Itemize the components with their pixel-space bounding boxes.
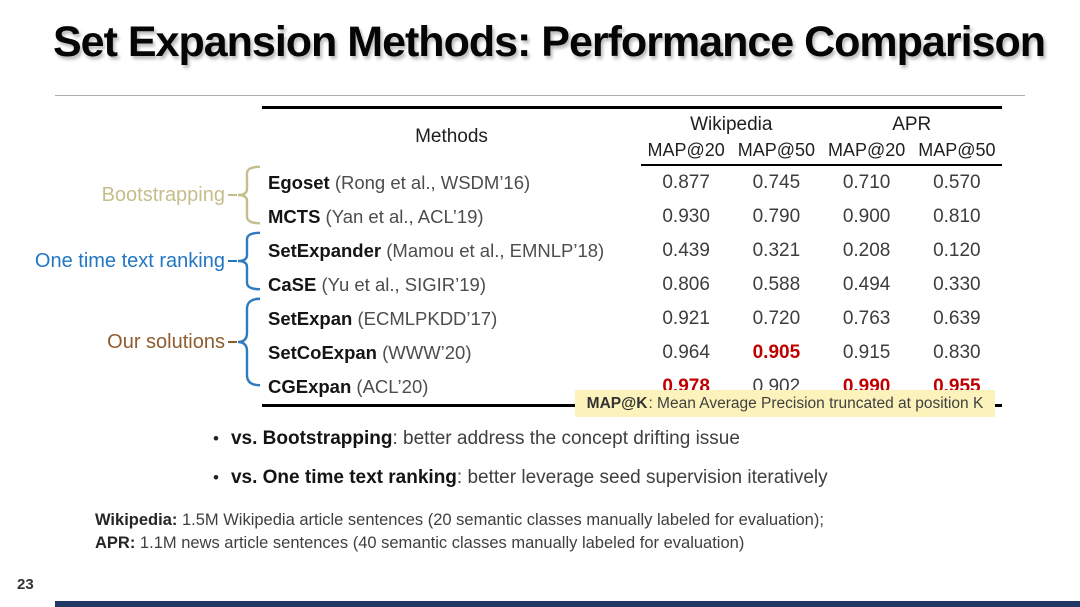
method-cell: CGExpan (ACL’20) — [268, 376, 429, 397]
dataset-header-wikipedia: Wikipedia — [690, 114, 773, 135]
metric-header: MAP@20 — [641, 136, 732, 166]
results-table: Methods Wikipedia APR MAP@20 MAP@50 MAP@… — [262, 106, 1002, 407]
map-value: 0.745 — [752, 172, 801, 193]
map-value: 0.639 — [933, 308, 981, 329]
map-value: 0.763 — [842, 308, 891, 329]
group-tick — [228, 259, 237, 263]
methods-header: Methods — [415, 126, 488, 147]
table-row: Egoset (Rong et al., WSDM’16) 0.877 0.745 0… — [262, 165, 1002, 200]
footnote-lead: Wikipedia: — [95, 511, 178, 529]
dataset-footnotes: Wikipedia: 1.5M Wikipedia article senten… — [95, 509, 824, 554]
group-label-our-solutions: Our solutions — [107, 330, 225, 353]
map-value: 0.720 — [752, 308, 801, 329]
map-value: 0.710 — [842, 172, 891, 193]
map-value: 0.830 — [933, 342, 981, 363]
table-row: SetCoExpan (WWW’20) 0.964 0.905 0.915 0.830 — [262, 336, 1002, 370]
group-label-bootstrapping: Bootstrapping — [101, 183, 225, 206]
group-bootstrapping: Bootstrapping — [0, 165, 260, 225]
map-value: 0.120 — [933, 240, 981, 261]
brace-icon — [238, 165, 260, 225]
method-cell: SetExpander (Mamou et al., EMNLP’18) — [268, 240, 605, 261]
bullet-lead: vs. One time text ranking — [230, 467, 457, 488]
group-tick — [228, 193, 237, 197]
bullet-list: • vs. Bootstrapping: better address the … — [213, 428, 828, 506]
map-value: 0.964 — [662, 342, 710, 363]
group-tick — [228, 340, 237, 344]
bullet-icon: • — [213, 468, 219, 487]
method-cell: SetCoExpan (WWW’20) — [268, 342, 472, 363]
footnote-lead: APR: — [95, 533, 136, 552]
mapk-note-text: : Mean Average Precision truncated at po… — [648, 394, 984, 412]
map-value: 0.900 — [842, 206, 891, 227]
bottom-accent-bar — [55, 601, 1080, 607]
method-cell: SetExpan (ECMLPKDD’17) — [268, 308, 498, 329]
method-cell: CaSE (Yu et al., SIGIR’19) — [268, 274, 486, 295]
results-table-header: Methods Wikipedia APR MAP@20 MAP@50 MAP@… — [262, 108, 1002, 166]
map-value: 0.921 — [662, 308, 710, 329]
footnote-apr: APR: 1.1M news article sentences (40 sem… — [95, 532, 824, 555]
group-one-time-text-ranking: One time text ranking — [0, 231, 260, 291]
bullet-text: : better address the concept drifting is… — [392, 428, 740, 449]
map-value: 0.588 — [752, 274, 801, 295]
group-our-solutions: Our solutions — [0, 296, 260, 388]
results-table-body: Egoset (Rong et al., WSDM’16) 0.877 0.745 0… — [262, 165, 1002, 406]
map-value: 0.330 — [933, 274, 981, 295]
map-value: 0.321 — [752, 240, 801, 261]
map-value: 0.806 — [662, 274, 710, 295]
map-value: 0.208 — [842, 240, 891, 261]
brace-icon — [238, 296, 260, 388]
map-value: 0.494 — [842, 274, 891, 295]
method-cell: Egoset (Rong et al., WSDM’16) — [268, 171, 531, 193]
bullet-item: • vs. One time text ranking: better leve… — [213, 467, 828, 489]
slide-title: Set Expansion Methods: Performance Compa… — [53, 18, 1046, 66]
map-value: 0.790 — [752, 206, 801, 227]
table-row: MCTS (Yan et al., ACL’19) 0.930 0.790 0.900… — [262, 200, 1002, 234]
metric-header: MAP@50 — [911, 136, 1002, 166]
table-row: SetExpander (Mamou et al., EMNLP’18) 0.43… — [262, 234, 1002, 268]
title-divider — [55, 95, 1025, 96]
bullet-lead: vs. Bootstrapping — [230, 428, 393, 449]
map-value: 0.915 — [842, 342, 891, 363]
mapk-note: MAP@K: Mean Average Precision truncated … — [575, 390, 995, 417]
footnote-text: 1.1M news article sentences (40 semantic… — [135, 533, 745, 552]
mapk-note-term: MAP@K — [586, 394, 648, 412]
results-table-wrap: Methods Wikipedia APR MAP@20 MAP@50 MAP@… — [262, 106, 1002, 407]
map-value: 0.810 — [933, 206, 981, 227]
map-value: 0.930 — [662, 206, 710, 227]
bullet-item: • vs. Bootstrapping: better address the … — [213, 428, 828, 450]
table-row: CaSE (Yu et al., SIGIR’19) 0.806 0.588 0.49… — [262, 268, 1002, 302]
brace-icon — [238, 231, 260, 291]
map-value: 0.439 — [662, 240, 710, 261]
metric-header: MAP@50 — [731, 136, 822, 166]
map-value: 0.570 — [933, 172, 981, 193]
map-value: 0.877 — [662, 172, 710, 193]
map-value: 0.905 — [752, 342, 801, 363]
footnote-text: 1.5M Wikipedia article sentences (20 sem… — [177, 511, 824, 529]
dataset-header-apr: APR — [892, 114, 932, 135]
footnote-wikipedia: Wikipedia: 1.5M Wikipedia article senten… — [95, 509, 824, 532]
page-number: 23 — [17, 576, 34, 593]
bullet-text: : better leverage seed supervision itera… — [456, 467, 828, 488]
table-row: SetExpan (ECMLPKDD’17) 0.921 0.720 0.763 0.6… — [262, 302, 1002, 336]
method-cell: MCTS (Yan et al., ACL’19) — [268, 206, 484, 227]
group-label-one-time-text-ranking: One time text ranking — [34, 249, 225, 272]
metric-header: MAP@20 — [821, 136, 912, 166]
bullet-icon: • — [213, 429, 219, 448]
